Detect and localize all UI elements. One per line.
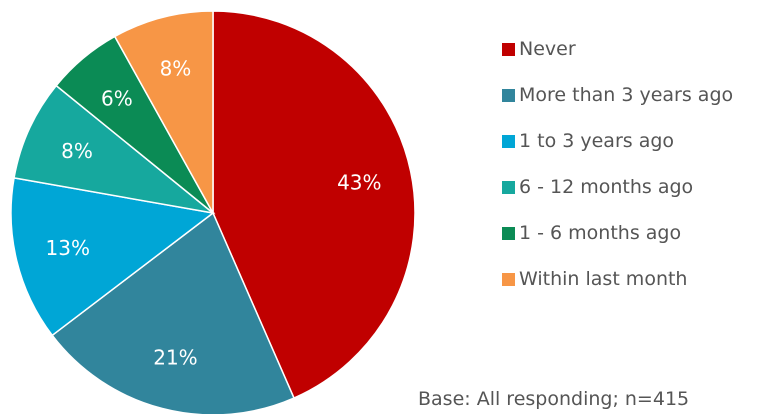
pie-slice-6-12-months-ago — [13, 84, 216, 215]
legend-item-1-to-3-years: 1 to 3 years ago — [502, 126, 733, 156]
legend-item-never: Never — [502, 34, 733, 64]
legend-label-1-to-3-years: 1 to 3 years ago — [519, 130, 675, 152]
base-note: Base: All responding; n=415 — [418, 388, 690, 410]
legend-label-more-than-3-years: More than 3 years ago — [519, 84, 734, 106]
legend-item-6-12-months: 6 - 12 months ago — [502, 172, 733, 202]
data-label-more-than-3-years-ago: 21% — [153, 346, 197, 370]
pie-slice-more-than-3-years-ago — [51, 211, 295, 414]
legend-swatch-more-than-3-years — [502, 88, 515, 102]
pie-slice-1-to-3-years-ago — [10, 177, 215, 337]
data-label-within-last-month: 8% — [160, 56, 192, 80]
legend-swatch-within-last-month — [502, 272, 515, 286]
data-label-1-6-months-ago: 6% — [101, 86, 133, 110]
legend-item-1-6-months: 1 - 6 months ago — [502, 218, 733, 248]
pie-slice-never — [212, 10, 416, 400]
data-label-never: 43% — [337, 170, 381, 194]
legend-swatch-1-to-3-years — [502, 134, 515, 148]
legend-label-1-6-months: 1 - 6 months ago — [519, 222, 682, 244]
legend-swatch-never — [502, 42, 515, 56]
pie-slice-within-last-month — [113, 10, 214, 216]
data-label-6-12-months-ago: 8% — [61, 139, 93, 163]
legend-item-within-last-month: Within last month — [502, 264, 733, 294]
chart-legend: Never More than 3 years ago 1 to 3 years… — [502, 34, 733, 310]
legend-swatch-6-12-months — [502, 180, 515, 194]
legend-swatch-1-6-months — [502, 226, 515, 240]
legend-label-within-last-month: Within last month — [519, 268, 688, 290]
legend-label-never: Never — [519, 38, 576, 60]
legend-item-more-than-3-years: More than 3 years ago — [502, 80, 733, 110]
legend-label-6-12-months: 6 - 12 months ago — [519, 176, 694, 198]
data-label-1-to-3-years-ago: 13% — [46, 236, 90, 260]
